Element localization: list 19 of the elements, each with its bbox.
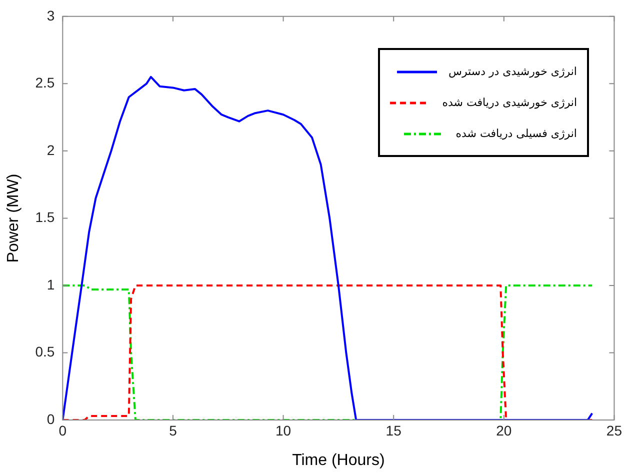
y-axis-title: Power (MW) <box>5 174 22 263</box>
x-tick-label: 5 <box>169 422 178 438</box>
legend-label: انرژی فسیلی دریافت شده <box>456 127 577 140</box>
y-tick-label: 2.5 <box>35 74 55 91</box>
y-tick-label: 2 <box>46 142 55 158</box>
x-tick-label: 15 <box>386 422 402 438</box>
y-tick-label: 0.5 <box>35 344 55 360</box>
line-series <box>62 284 594 420</box>
y-tick-label: 1.5 <box>35 209 55 226</box>
legend-label: انرژی خورشیدی در دسترس <box>448 65 577 78</box>
x-tick-label: 10 <box>275 422 292 438</box>
x-tick-label: 20 <box>496 422 512 438</box>
y-tick-label: 0 <box>46 410 55 427</box>
x-tick-label: 25 <box>606 422 622 438</box>
y-tick-label: 1 <box>46 276 55 292</box>
x-tick-label: 0 <box>58 422 67 438</box>
y-tick-label: 3 <box>46 7 55 24</box>
x-axis-title: Time (Hours) <box>292 452 385 469</box>
legend-label: انرژی خورشیدی دریافت شده <box>442 96 577 109</box>
